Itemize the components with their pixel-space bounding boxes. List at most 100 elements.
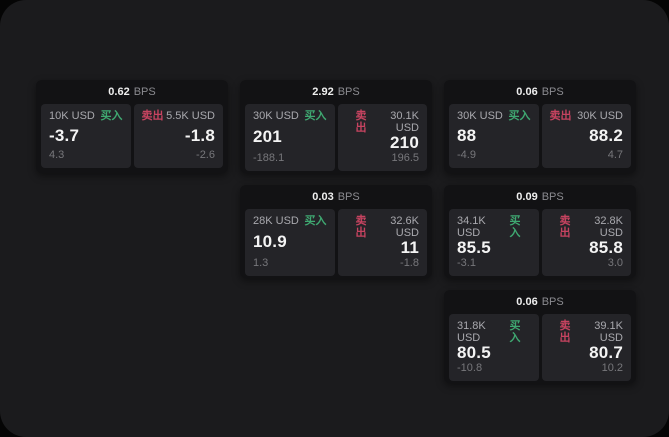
quote-panels: 30K USD 买入 88 -4.9 卖出 30K USD 88.2 4.7 (444, 104, 636, 173)
sell-price: -1.8 (184, 125, 215, 145)
sell-size: 30K USD (577, 110, 623, 122)
sell-delta: 3.0 (607, 257, 623, 269)
sell-delta: -2.6 (196, 149, 215, 161)
quote-panels: 30K USD 买入 201 -188.1 卖出 30.1K USD 210 1… (240, 104, 432, 176)
buy-price: 10.9 (253, 232, 287, 251)
sell-panel[interactable]: 卖出 39.1K USD 80.7 10.2 (541, 314, 631, 381)
bps-unit-label: BPS (541, 86, 564, 98)
sell-delta: 4.7 (607, 149, 623, 161)
buy-price: -3.7 (49, 125, 80, 145)
buy-panel-top: 31.8K USD 买入 (457, 320, 531, 344)
buy-panel[interactable]: 34.1K USD 买入 85.5 -3.1 (449, 209, 539, 276)
quote-card[interactable]: 0.62 BPS 10K USD 买入 -3.7 4.3 卖出 5.5K USD… (36, 80, 228, 173)
buy-delta: 4.3 (49, 149, 65, 161)
buy-panel-top: 10K USD 买入 (49, 110, 123, 122)
sell-panel[interactable]: 卖出 30K USD 88.2 4.7 (541, 104, 631, 168)
buy-delta: 1.3 (253, 257, 269, 269)
bps-unit-label: BPS (337, 86, 360, 98)
buy-panel[interactable]: 28K USD 买入 10.9 1.3 (245, 209, 335, 276)
quote-card[interactable]: 0.06 BPS 31.8K USD 买入 80.5 -10.8 卖出 39.1… (444, 290, 636, 383)
buy-size: 30K USD (457, 110, 503, 122)
sell-panel[interactable]: 卖出 30.1K USD 210 196.5 (337, 104, 427, 171)
buy-delta: -3.1 (457, 257, 476, 269)
sell-tag: 卖出 (355, 110, 367, 134)
sell-panel-top: 卖出 32.6K USD (346, 215, 419, 239)
buy-delta: -4.9 (457, 149, 476, 161)
card-header: 0.62 BPS (36, 80, 228, 104)
quote-card[interactable]: 0.06 BPS 30K USD 买入 88 -4.9 卖出 30K USD 8… (444, 80, 636, 173)
bps-unit-label: BPS (541, 296, 564, 308)
sell-panel[interactable]: 卖出 32.6K USD 11 -1.8 (337, 209, 427, 276)
buy-price: 85.5 (457, 238, 491, 257)
sell-price: 11 (400, 238, 419, 257)
quote-panels: 28K USD 买入 10.9 1.3 卖出 32.6K USD 11 -1.8 (240, 209, 432, 281)
sell-delta: 196.5 (391, 152, 419, 164)
buy-tag: 买入 (509, 215, 521, 239)
quote-card[interactable]: 2.92 BPS 30K USD 买入 201 -188.1 卖出 30.1K … (240, 80, 432, 173)
buy-tag: 买入 (508, 110, 531, 122)
sell-panel-top: 卖出 39.1K USD (550, 320, 623, 344)
sell-tag: 卖出 (549, 110, 572, 122)
buy-panel[interactable]: 10K USD 买入 -3.7 4.3 (41, 104, 131, 168)
sell-price: 80.7 (589, 343, 623, 362)
sell-tag: 卖出 (141, 110, 164, 122)
buy-price: 80.5 (457, 343, 491, 362)
quote-panels: 31.8K USD 买入 80.5 -10.8 卖出 39.1K USD 80.… (444, 314, 636, 386)
buy-delta: -188.1 (253, 152, 285, 164)
bps-value: 0.62 (108, 86, 130, 98)
card-header: 0.03 BPS (240, 185, 432, 209)
quote-panels: 34.1K USD 买入 85.5 -3.1 卖出 32.8K USD 85.8… (444, 209, 636, 281)
buy-size: 31.8K USD (457, 320, 486, 344)
buy-price: 201 (253, 127, 282, 146)
buy-panel-top: 30K USD 买入 (457, 110, 531, 122)
card-header: 2.92 BPS (240, 80, 432, 104)
bps-value: 0.06 (516, 86, 538, 98)
sell-size: 32.6K USD (390, 215, 419, 239)
buy-panel-top: 30K USD 买入 (253, 110, 327, 122)
bps-value: 2.92 (312, 86, 334, 98)
buy-tag: 买入 (509, 320, 521, 344)
bps-unit-label: BPS (541, 191, 564, 203)
sell-size: 5.5K USD (166, 110, 215, 122)
buy-panel[interactable]: 30K USD 买入 201 -188.1 (245, 104, 335, 171)
buy-panel[interactable]: 31.8K USD 买入 80.5 -10.8 (449, 314, 539, 381)
buy-delta: -10.8 (457, 362, 483, 374)
bps-unit-label: BPS (133, 86, 156, 98)
bps-unit-label: BPS (337, 191, 360, 203)
buy-price: 88 (457, 125, 477, 145)
sell-tag: 卖出 (355, 215, 367, 239)
buy-size: 28K USD (253, 215, 299, 227)
sell-delta: -1.8 (400, 257, 419, 269)
sell-price: 88.2 (589, 125, 623, 145)
buy-tag: 买入 (304, 110, 327, 122)
buy-tag: 买入 (304, 215, 327, 227)
quote-card[interactable]: 0.09 BPS 34.1K USD 买入 85.5 -3.1 卖出 32.8K… (444, 185, 636, 278)
buy-tag: 买入 (100, 110, 123, 122)
sell-panel-top: 卖出 32.8K USD (550, 215, 623, 239)
quote-card[interactable]: 0.03 BPS 28K USD 买入 10.9 1.3 卖出 32.6K US… (240, 185, 432, 278)
sell-panel-top: 卖出 5.5K USD (142, 110, 216, 122)
sell-tag: 卖出 (559, 320, 571, 344)
card-header: 0.06 BPS (444, 80, 636, 104)
bps-value: 0.03 (312, 191, 334, 203)
sell-price: 210 (390, 133, 419, 152)
card-header: 0.06 BPS (444, 290, 636, 314)
card-header: 0.09 BPS (444, 185, 636, 209)
buy-panel[interactable]: 30K USD 买入 88 -4.9 (449, 104, 539, 168)
sell-panel[interactable]: 卖出 5.5K USD -1.8 -2.6 (133, 104, 223, 168)
buy-size: 34.1K USD (457, 215, 486, 239)
bps-value: 0.06 (516, 296, 538, 308)
quote-panels: 10K USD 买入 -3.7 4.3 卖出 5.5K USD -1.8 -2.… (36, 104, 228, 173)
buy-size: 30K USD (253, 110, 299, 122)
buy-panel-top: 28K USD 买入 (253, 215, 327, 227)
sell-panel[interactable]: 卖出 32.8K USD 85.8 3.0 (541, 209, 631, 276)
quote-grid: 0.62 BPS 10K USD 买入 -3.7 4.3 卖出 5.5K USD… (36, 80, 636, 383)
buy-panel-top: 34.1K USD 买入 (457, 215, 531, 239)
buy-size: 10K USD (49, 110, 95, 122)
bps-value: 0.09 (516, 191, 538, 203)
sell-size: 32.8K USD (594, 215, 623, 239)
sell-panel-top: 卖出 30.1K USD (346, 110, 419, 134)
sell-size: 39.1K USD (594, 320, 623, 344)
sell-panel-top: 卖出 30K USD (550, 110, 624, 122)
